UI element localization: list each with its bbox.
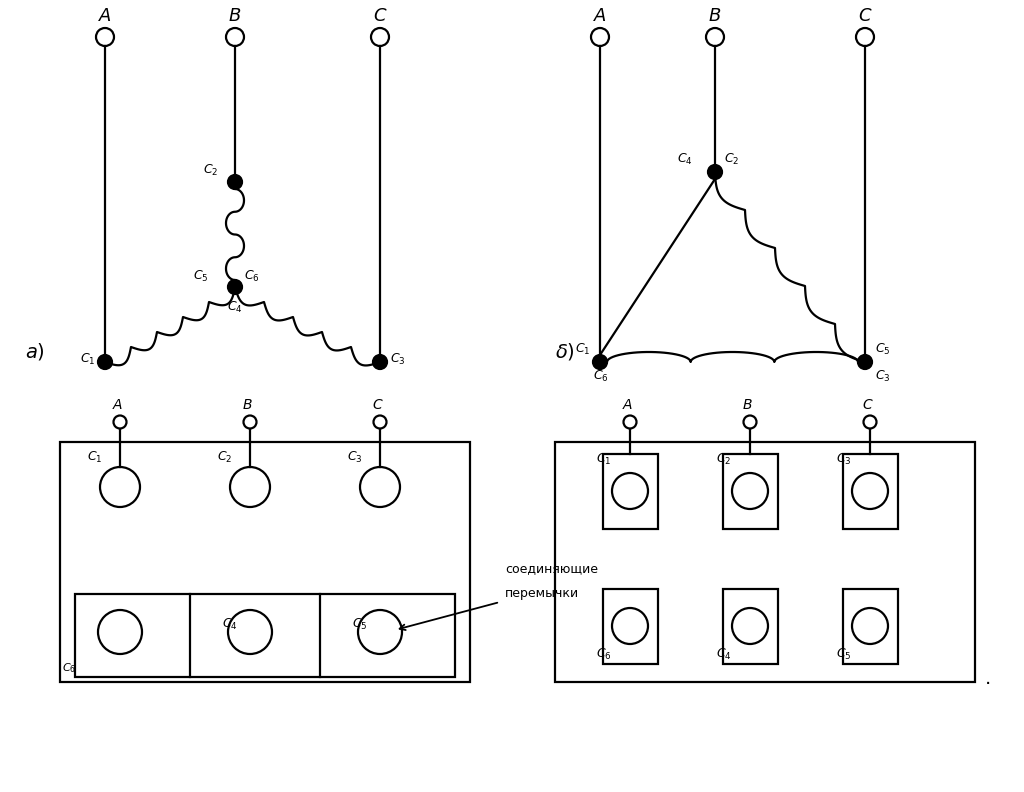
Text: $C$: $C$ — [373, 7, 387, 25]
Text: $C_6$: $C_6$ — [596, 647, 611, 662]
Text: $C_1$: $C_1$ — [80, 352, 95, 367]
Text: $C_4$: $C_4$ — [677, 152, 692, 167]
Text: $C_2$: $C_2$ — [217, 450, 232, 465]
Text: $C_5$: $C_5$ — [874, 342, 891, 357]
Text: $B$: $B$ — [228, 7, 242, 25]
Text: $B$: $B$ — [709, 7, 722, 25]
Text: .: . — [985, 669, 991, 688]
Text: $B$: $B$ — [742, 398, 753, 412]
Circle shape — [593, 355, 607, 369]
Text: $A$: $A$ — [112, 398, 123, 412]
Text: $C_1$: $C_1$ — [87, 450, 102, 465]
Text: $C$: $C$ — [372, 398, 384, 412]
Text: $C_2$: $C_2$ — [716, 452, 731, 467]
Text: соединяющие: соединяющие — [505, 562, 598, 575]
Text: $B$: $B$ — [242, 398, 253, 412]
FancyBboxPatch shape — [60, 442, 470, 682]
FancyBboxPatch shape — [75, 594, 455, 677]
Text: $C_3$: $C_3$ — [390, 352, 406, 367]
Text: $C_4$: $C_4$ — [222, 617, 238, 632]
FancyBboxPatch shape — [555, 442, 975, 682]
Text: $A$: $A$ — [593, 7, 607, 25]
Circle shape — [98, 355, 112, 369]
FancyBboxPatch shape — [723, 454, 777, 529]
Circle shape — [858, 355, 872, 369]
Text: $C_3$: $C_3$ — [836, 452, 852, 467]
Text: $\delta)$: $\delta)$ — [555, 341, 574, 361]
Text: $A$: $A$ — [622, 398, 633, 412]
Text: $C_4$: $C_4$ — [227, 300, 243, 315]
Text: $C_1$: $C_1$ — [575, 342, 591, 357]
Text: $C_5$: $C_5$ — [836, 647, 852, 662]
Circle shape — [228, 175, 242, 189]
Text: $C_3$: $C_3$ — [874, 369, 891, 384]
Text: $C_2$: $C_2$ — [203, 163, 218, 178]
FancyBboxPatch shape — [843, 589, 897, 664]
Text: $C_1$: $C_1$ — [596, 452, 611, 467]
Text: $C_2$: $C_2$ — [724, 152, 739, 167]
Text: $C_4$: $C_4$ — [716, 647, 732, 662]
Text: $C_5$: $C_5$ — [352, 617, 368, 632]
Text: $a)$: $a)$ — [25, 341, 45, 361]
Text: $C_3$: $C_3$ — [347, 450, 362, 465]
Text: $C$: $C$ — [862, 398, 873, 412]
FancyBboxPatch shape — [602, 589, 657, 664]
Circle shape — [373, 355, 387, 369]
Text: $C_5$: $C_5$ — [193, 269, 209, 284]
FancyBboxPatch shape — [602, 454, 657, 529]
Text: $C_6$: $C_6$ — [593, 369, 608, 384]
Circle shape — [708, 165, 722, 179]
Text: $A$: $A$ — [98, 7, 112, 25]
Text: перемычки: перемычки — [505, 587, 580, 600]
Text: $C_6$: $C_6$ — [244, 269, 260, 284]
Circle shape — [228, 280, 242, 294]
FancyBboxPatch shape — [723, 589, 777, 664]
FancyBboxPatch shape — [843, 454, 897, 529]
Text: $C$: $C$ — [858, 7, 872, 25]
Text: $C_6$: $C_6$ — [62, 661, 76, 675]
